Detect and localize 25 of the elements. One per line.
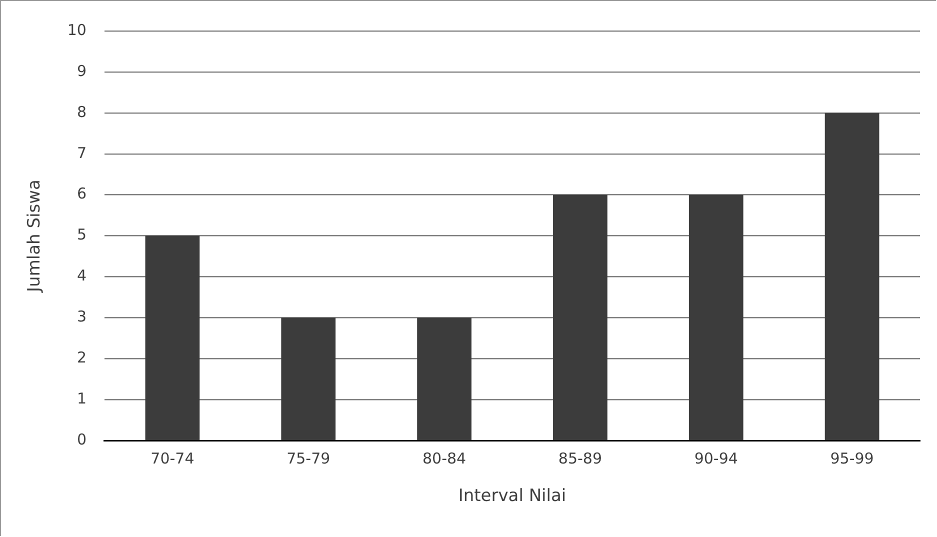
y-tick-label: 9 — [76, 62, 86, 80]
y-axis-title: Jumlah Siswa — [24, 180, 45, 293]
bar — [824, 112, 880, 440]
x-tick-label: 80-84 — [422, 449, 466, 468]
y-tick-label: 7 — [76, 144, 86, 162]
x-tick-label: 90-94 — [694, 449, 738, 468]
y-tick-label: 0 — [76, 430, 86, 448]
x-tick-label: 95-99 — [830, 449, 874, 468]
bar — [281, 318, 336, 440]
x-tick-label: 85-89 — [558, 449, 602, 468]
y-tick-label: 10 — [67, 20, 86, 39]
y-tick-label: 3 — [76, 308, 86, 326]
y-tick-label: 8 — [76, 102, 86, 121]
y-tick-label: 1 — [76, 390, 86, 408]
bar — [145, 236, 200, 440]
x-tick-label: 70-74 — [150, 449, 194, 468]
bar — [688, 194, 744, 440]
y-tick-label: 4 — [76, 266, 86, 285]
y-tick-label: 5 — [76, 226, 86, 244]
y-tick-label: 2 — [76, 348, 86, 367]
x-axis-title: Interval Nilai — [458, 486, 566, 506]
y-tick-label: 6 — [76, 184, 86, 203]
x-tick-label: 75-79 — [286, 449, 330, 468]
bar — [417, 318, 472, 440]
bar — [553, 194, 608, 440]
